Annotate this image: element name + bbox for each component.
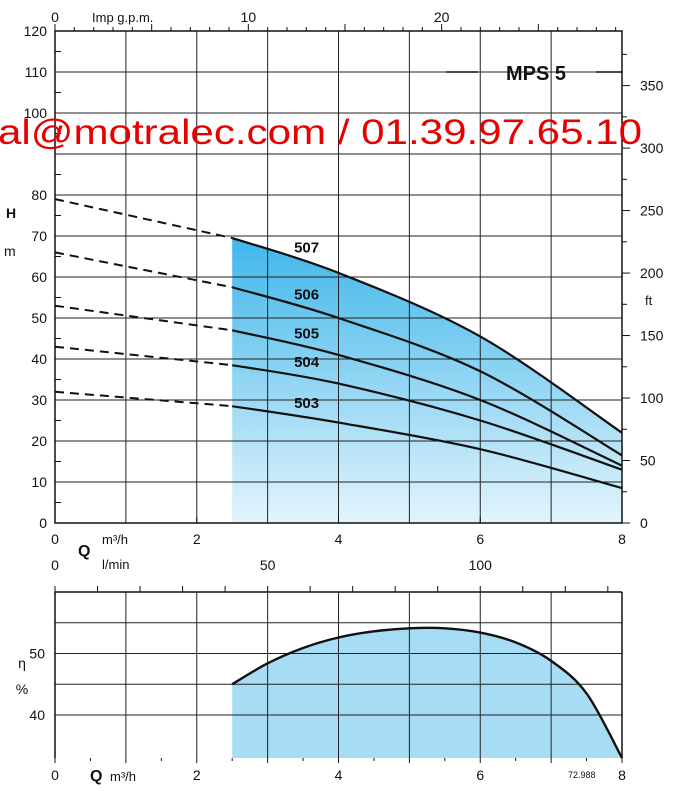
reference-number: 72.988 <box>568 770 596 780</box>
eff-y-label-unit: % <box>16 681 28 697</box>
ft-tick-label: 200 <box>640 265 664 281</box>
y-tick-label: 20 <box>31 433 47 449</box>
y-tick-label: 30 <box>31 392 47 408</box>
eff-x-tick-label: 4 <box>335 767 343 783</box>
curve-label-506: 506 <box>294 286 319 303</box>
y-tick-label: 120 <box>24 23 48 39</box>
x-tick-label: 4 <box>335 531 343 547</box>
ft-axis-label: ft <box>645 293 653 308</box>
eff-y-label-letter: η <box>18 655 26 671</box>
eff-y-tick-label: 40 <box>29 707 45 723</box>
contact-watermark: al@motralec.com / 01.39.97.65.10 <box>0 113 642 152</box>
ft-tick-label: 0 <box>640 515 648 531</box>
ft-tick-label: 150 <box>640 328 664 344</box>
eff-y-tick-label: 50 <box>29 645 45 661</box>
x-tick-label: 2 <box>193 531 201 547</box>
curve-504-dashed <box>54 345 233 367</box>
lmin-tick-label: 0 <box>51 557 59 573</box>
y-tick-label: 50 <box>31 310 47 326</box>
efficiency-fill <box>232 627 622 758</box>
eff-x-axis-letter: Q <box>90 768 102 785</box>
x-axis-unit: m³/h <box>102 532 128 547</box>
curve-506-dashed <box>54 251 233 289</box>
ft-tick-label: 300 <box>640 140 664 156</box>
eff-x-axis-unit: m³/h <box>110 769 136 784</box>
x-tick-label: 0 <box>51 531 59 547</box>
curve-507-dashed <box>54 198 233 240</box>
curve-505 <box>231 329 623 467</box>
curve-503 <box>232 405 623 490</box>
lmin-tick-label: 50 <box>260 557 276 573</box>
curve-506 <box>231 286 623 457</box>
curve-504 <box>232 364 623 471</box>
y-tick-label: 80 <box>31 187 47 203</box>
frame-layer <box>54 24 630 763</box>
eff-x-tick-label: 0 <box>51 767 59 783</box>
y-tick-label: 110 <box>25 64 48 80</box>
top-axis-label: Imp g.p.m. <box>92 10 153 25</box>
eff-x-tick-label: 2 <box>193 767 201 783</box>
y-tick-label: 40 <box>31 351 47 367</box>
y-axis-label-unit: m <box>4 243 16 259</box>
x-tick-label: 8 <box>618 531 626 547</box>
efficiency-curve <box>231 626 624 759</box>
ft-tick-label: 50 <box>640 453 656 469</box>
curve-label-503: 503 <box>294 395 319 412</box>
top-tick-label: 10 <box>241 9 257 25</box>
chart-title: MPS 5 <box>506 63 566 85</box>
y-tick-label: 100 <box>24 105 48 121</box>
lmin-axis-label: l/min <box>102 557 129 572</box>
ft-tick-label: 350 <box>640 78 664 94</box>
lmin-tick-label: 100 <box>469 557 493 573</box>
y-tick-label: 0 <box>39 515 47 531</box>
curves-layer <box>54 198 624 759</box>
ft-tick-label: 100 <box>640 390 664 406</box>
curve-label-505: 505 <box>294 325 319 342</box>
curve-label-504: 504 <box>294 354 320 371</box>
eff-x-tick-label: 8 <box>618 767 626 783</box>
curve-503-dashed <box>54 390 233 408</box>
x-tick-label: 6 <box>476 531 484 547</box>
x-axis-letter: Q <box>78 543 90 560</box>
y-tick-label: 70 <box>31 228 47 244</box>
top-tick-label: 20 <box>434 9 450 25</box>
ft-tick-label: 250 <box>640 203 664 219</box>
top-tick-label: 0 <box>51 9 59 25</box>
y-axis-label-letter: H <box>6 205 16 221</box>
y-tick-label: 10 <box>31 474 47 490</box>
fill-layer <box>232 238 622 758</box>
eff-x-tick-label: 6 <box>476 767 484 783</box>
y-tick-label: 60 <box>31 269 47 285</box>
curve-label-507: 507 <box>294 239 319 256</box>
curve-507 <box>231 237 623 434</box>
